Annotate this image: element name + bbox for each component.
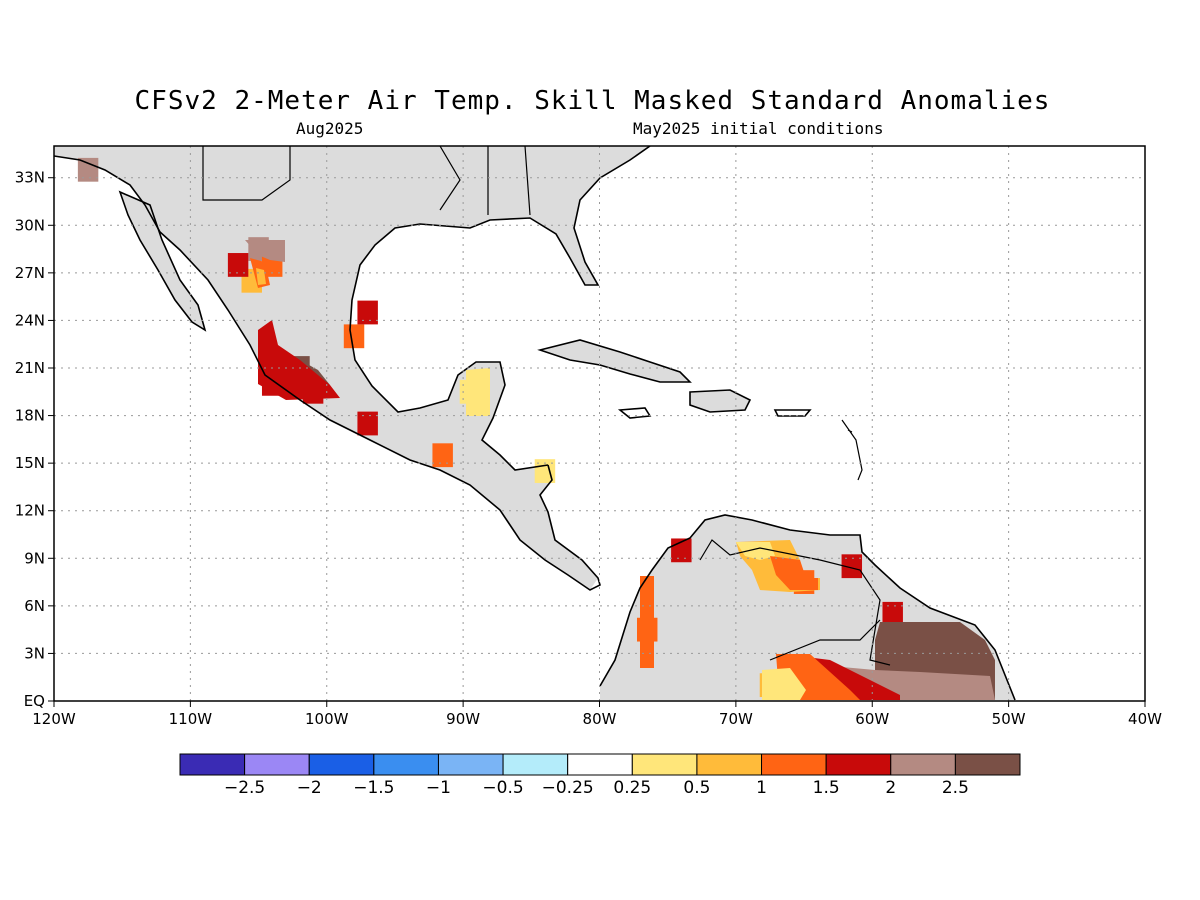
lon-tick-label: 90W <box>446 710 480 728</box>
colorbar-label: 2 <box>885 778 896 798</box>
colorbar-swatch-5 <box>502 753 569 776</box>
lon-tick-label: 50W <box>992 710 1026 728</box>
valid-month-label: Aug2025 <box>296 119 364 138</box>
anomaly-cell-4 <box>227 253 249 277</box>
lat-tick-label: 27N <box>15 264 45 282</box>
lon-tick-label: 120W <box>32 710 76 728</box>
longitude-axis: 120W 110W 100W 90W 80W 70W 60W 50W 40W <box>32 701 1162 728</box>
colorbar-label: −2 <box>297 778 322 798</box>
colorbar-swatch-12 <box>954 753 1021 776</box>
lat-tick-label: EQ <box>24 692 45 710</box>
anomaly-cell-5 <box>343 324 365 349</box>
contour-colombia-red <box>640 576 654 668</box>
colorbar-label: 2.5 <box>942 778 969 798</box>
anomaly-cell-18 <box>841 554 863 579</box>
anomaly-contours <box>245 240 995 700</box>
anomaly-cell-11 <box>432 443 453 468</box>
contour-yucatan-yellow <box>466 368 490 416</box>
contour-chihuahua-brown <box>245 240 285 262</box>
north-america-land <box>54 146 650 590</box>
lon-tick-label: 40W <box>1128 710 1162 728</box>
anomaly-cell-0 <box>77 157 99 182</box>
chart-title: CFSv2 2-Meter Air Temp. Skill Masked Sta… <box>134 86 1051 116</box>
cuba <box>540 340 690 382</box>
colorbar-swatch-8 <box>696 753 763 776</box>
contour-mexico-red <box>258 320 340 400</box>
colorbar-label: 0.5 <box>683 778 710 798</box>
initial-conditions-label: May2025 initial conditions <box>633 119 884 138</box>
colorbar-label: −0.5 <box>482 778 523 798</box>
lat-tick-label: 18N <box>15 407 45 425</box>
graticule <box>54 146 1145 701</box>
lat-tick-label: 9N <box>24 549 45 567</box>
lat-tick-label: 3N <box>24 644 45 662</box>
colorbar-label: −1.5 <box>353 778 394 798</box>
coastlines <box>54 146 1016 701</box>
lon-tick-label: 70W <box>719 710 753 728</box>
lat-tick-label: 30N <box>15 216 45 234</box>
contour-amazon-yellow <box>762 668 806 700</box>
lat-tick-label: 12N <box>15 502 45 520</box>
colorbar-swatch-2 <box>308 753 375 776</box>
lon-tick-label: 100W <box>305 710 349 728</box>
latitude-axis: EQ 3N 6N 9N 12N 15N 18N 21N 24N 27N 30N 33N <box>15 169 54 710</box>
anomaly-cell-19 <box>882 601 903 626</box>
colorbar-label: −0.25 <box>542 778 594 798</box>
colorbar-swatch-1 <box>244 753 310 776</box>
hispaniola <box>690 390 750 412</box>
colorbar-swatch-7 <box>631 753 698 776</box>
colorbar-swatch-9 <box>761 753 827 776</box>
lon-tick-label: 80W <box>583 710 617 728</box>
colorbar-swatch-10 <box>825 753 892 776</box>
contour-chihuahua-yellow <box>256 268 266 285</box>
lat-tick-label: 33N <box>15 169 45 187</box>
colorbar-label: −2.5 <box>224 778 265 798</box>
baja-peninsula <box>120 192 205 330</box>
colorbar-label: 1.5 <box>813 778 840 798</box>
lat-tick-label: 6N <box>24 597 45 615</box>
anomaly-cell-6 <box>357 300 378 325</box>
lon-tick-label: 60W <box>855 710 889 728</box>
contour-venezuela-lightyellow <box>736 542 775 560</box>
contour-venezuela-orange <box>770 556 818 590</box>
colorbar-label: 1 <box>756 778 767 798</box>
anomaly-cell-10 <box>357 411 378 436</box>
colorbar-label: −1 <box>426 778 451 798</box>
colorbar-swatch-6 <box>567 753 633 776</box>
colorbar-swatch-11 <box>890 753 956 776</box>
colorbar-label: 0.25 <box>613 778 651 798</box>
colorbar: −2.5 −2 −1.5 −1 −0.5 −0.25 0.25 0.5 1 1.5 2 2.5 <box>179 753 1021 798</box>
lat-tick-label: 15N <box>15 454 45 472</box>
colorbar-swatch-4 <box>437 753 504 776</box>
colorbar-swatch-3 <box>373 753 439 776</box>
masked-land <box>54 146 1015 700</box>
anomaly-cell-13 <box>534 459 556 483</box>
colorbar-swatch-0 <box>179 753 246 776</box>
lat-tick-label: 21N <box>15 359 45 377</box>
lat-tick-label: 24N <box>15 311 45 329</box>
lon-tick-label: 110W <box>169 710 213 728</box>
